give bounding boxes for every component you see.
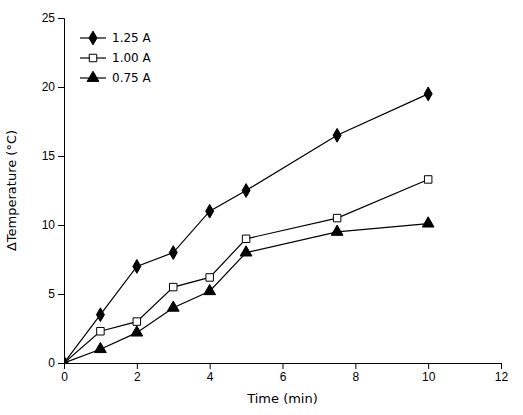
series-line — [64, 179, 428, 363]
y-tick-mark — [58, 156, 64, 157]
y-axis-line — [58, 19, 65, 364]
series-point — [242, 235, 249, 242]
x-tick-label: 8 — [352, 370, 359, 384]
series-point — [133, 318, 140, 325]
series-point — [97, 328, 104, 335]
x-tick-mark — [210, 363, 211, 369]
series-point — [170, 283, 177, 290]
series-point — [422, 217, 434, 227]
x-tick-mark — [501, 363, 502, 369]
x-tick-mark — [283, 363, 284, 369]
x-tick-mark — [428, 363, 429, 369]
x-axis: 0 2 4 6 8 10 12 — [61, 363, 508, 384]
y-tick-mark — [58, 294, 64, 295]
x-tick-label: 6 — [280, 370, 287, 384]
x-tick-label: 0 — [61, 370, 68, 384]
y-tick: 0 — [48, 356, 64, 370]
legend-symbol — [89, 31, 97, 45]
legend-label: 1.25 A — [112, 31, 152, 45]
series-point — [333, 128, 341, 142]
y-tick-mark — [58, 363, 64, 364]
x-axis-line — [65, 364, 502, 370]
series-point — [333, 214, 340, 221]
legend-symbol — [87, 71, 99, 81]
legend-item: 1.00 A — [80, 51, 152, 65]
series-point — [204, 284, 216, 294]
x-tick: 6 — [280, 363, 287, 384]
chart: 0 2 4 6 8 10 12 0 5 10 15 20 25 1.25 A 1.00 A 0.75 A Tim… — [0, 0, 523, 415]
x-tick-label: 2 — [134, 370, 141, 384]
y-tick-label: 15 — [42, 149, 56, 163]
y-tick: 25 — [42, 11, 64, 25]
y-tick-mark — [58, 18, 64, 19]
x-axis-title: Time (min) — [246, 391, 318, 406]
plot-area: 0 2 4 6 8 10 12 0 5 10 15 20 25 1.25 A 1.00 A 0.75 A — [42, 11, 509, 383]
series-point — [424, 87, 432, 101]
series-point — [131, 326, 143, 336]
x-tick: 10 — [422, 363, 436, 384]
x-tick: 12 — [495, 363, 509, 384]
x-tick-label: 12 — [495, 370, 509, 384]
y-tick-label: 0 — [48, 356, 55, 370]
y-tick-label: 10 — [42, 218, 56, 232]
x-tick-mark — [355, 363, 356, 369]
series-point — [64, 356, 70, 363]
x-tick: 2 — [134, 363, 141, 384]
legend: 1.25 A 1.00 A 0.75 A — [80, 31, 152, 85]
series-point — [424, 176, 431, 183]
y-tick-label: 20 — [42, 80, 56, 94]
series-point — [169, 246, 177, 260]
y-tick-label: 5 — [48, 287, 55, 301]
x-tick: 8 — [352, 363, 359, 384]
y-tick: 5 — [48, 287, 64, 301]
x-tick-label: 4 — [207, 370, 214, 384]
series-point — [240, 246, 252, 256]
series-point — [206, 204, 214, 218]
series-point — [95, 342, 107, 352]
series-point — [242, 184, 250, 198]
y-tick-mark — [58, 225, 64, 226]
x-tick: 4 — [207, 363, 214, 384]
series-point — [133, 259, 141, 273]
y-tick: 15 — [42, 149, 64, 163]
x-tick: 0 — [61, 363, 68, 384]
series-point — [331, 225, 343, 235]
y-tick-label: 25 — [42, 11, 56, 25]
series-line — [64, 94, 428, 363]
y-axis-title: ΔTemperature (°C) — [4, 130, 19, 251]
legend-item: 1.25 A — [80, 31, 152, 45]
x-tick-mark — [137, 363, 138, 369]
y-axis: 0 5 10 15 20 25 — [42, 11, 65, 370]
series-point — [167, 301, 179, 311]
series-point — [96, 308, 104, 322]
y-tick: 10 — [42, 218, 64, 232]
y-tick: 20 — [42, 80, 64, 94]
series-point — [206, 274, 213, 281]
y-tick-mark — [58, 87, 64, 88]
legend-label: 1.00 A — [112, 51, 152, 65]
legend-label: 0.75 A — [112, 71, 152, 85]
series-line — [64, 224, 428, 363]
marks — [64, 87, 434, 363]
x-tick-label: 10 — [422, 370, 436, 384]
legend-item: 0.75 A — [80, 71, 152, 85]
legend-symbol — [89, 54, 96, 61]
